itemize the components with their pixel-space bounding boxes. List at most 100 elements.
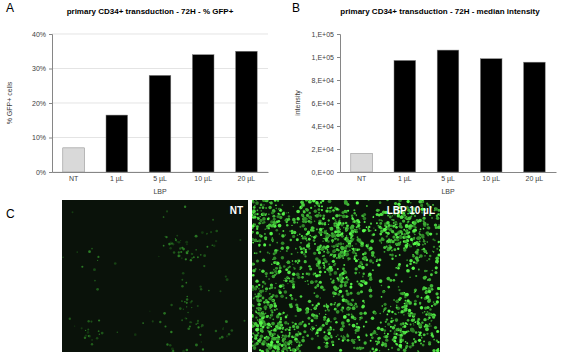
speckle [187, 250, 189, 252]
speckle [267, 327, 269, 329]
speckle [288, 212, 289, 213]
speckle [328, 210, 331, 213]
speckle [256, 213, 258, 215]
speckle [426, 226, 429, 229]
speckle [262, 286, 263, 287]
speckle [368, 229, 370, 231]
speckle [350, 226, 353, 229]
speckle [283, 347, 286, 350]
speckle [379, 313, 380, 314]
speckle [291, 344, 293, 346]
speckle [307, 317, 310, 320]
speckle [403, 348, 407, 352]
speckle [383, 329, 386, 332]
speckle [334, 231, 337, 234]
speckle [326, 245, 329, 248]
speckle [414, 300, 417, 303]
speckle [283, 288, 284, 289]
speckle [348, 313, 350, 315]
speckle [260, 216, 261, 217]
speckle [368, 226, 370, 228]
speckle [185, 282, 187, 284]
speckle [301, 276, 304, 279]
speckle [190, 301, 192, 303]
speckle [278, 224, 282, 228]
speckle [297, 218, 300, 221]
speckle [428, 258, 430, 260]
speckle [210, 231, 212, 233]
speckle [345, 246, 348, 249]
speckle [425, 295, 428, 298]
speckle [405, 323, 407, 325]
speckle [339, 290, 343, 294]
speckle [315, 274, 318, 277]
speckle [282, 230, 284, 232]
speckle [254, 205, 256, 207]
speckle [281, 256, 284, 259]
speckle [69, 318, 71, 320]
speckle [199, 334, 201, 336]
micrograph: LBP 10 µL [234, 192, 461, 358]
speckle [350, 308, 351, 309]
speckle [273, 218, 276, 221]
speckle [279, 327, 282, 330]
speckle [292, 322, 294, 324]
speckle [316, 304, 318, 306]
speckle [278, 208, 280, 210]
speckle [317, 335, 319, 337]
speckle [277, 322, 280, 325]
speckle [277, 334, 278, 335]
speckle [392, 320, 394, 322]
speckle [280, 331, 282, 333]
speckle [292, 235, 295, 238]
speckle [208, 290, 210, 292]
speckle [315, 257, 319, 261]
speckle [274, 287, 276, 289]
speckle [391, 240, 394, 243]
speckle [344, 239, 345, 240]
speckle [372, 216, 374, 218]
speckle [279, 233, 281, 235]
speckle [316, 229, 318, 231]
speckle [387, 247, 389, 249]
speckle [252, 212, 254, 214]
speckle [172, 243, 174, 245]
speckle [278, 270, 282, 274]
speckle [351, 230, 355, 234]
speckle [257, 241, 258, 242]
speckle [430, 320, 431, 321]
speckle [405, 302, 409, 306]
tick: NT [69, 172, 79, 182]
speckle [274, 251, 277, 254]
speckle [332, 344, 334, 346]
speckle [405, 230, 408, 233]
speckle [393, 332, 396, 335]
speckle [383, 311, 384, 312]
speckle [212, 219, 214, 221]
speckle [399, 254, 401, 256]
speckle [296, 238, 299, 241]
bar [524, 62, 546, 172]
speckle [361, 306, 364, 309]
speckle [391, 230, 394, 233]
grid-line [52, 34, 268, 35]
speckle [345, 230, 346, 231]
speckle [405, 224, 409, 228]
speckle [261, 350, 265, 352]
speckle [414, 288, 417, 291]
speckle [382, 290, 385, 293]
speckle [221, 336, 224, 339]
speckle [270, 273, 271, 274]
speckle [269, 333, 271, 335]
speckle [351, 299, 354, 302]
speckle [270, 313, 273, 316]
speckle [289, 341, 292, 344]
speckle [334, 308, 337, 311]
speckle [168, 243, 171, 246]
speckle [412, 267, 415, 270]
speckle [197, 256, 199, 258]
speckle [395, 267, 397, 269]
speckle [369, 247, 373, 251]
speckle [428, 290, 431, 293]
tick-mark [337, 126, 340, 127]
